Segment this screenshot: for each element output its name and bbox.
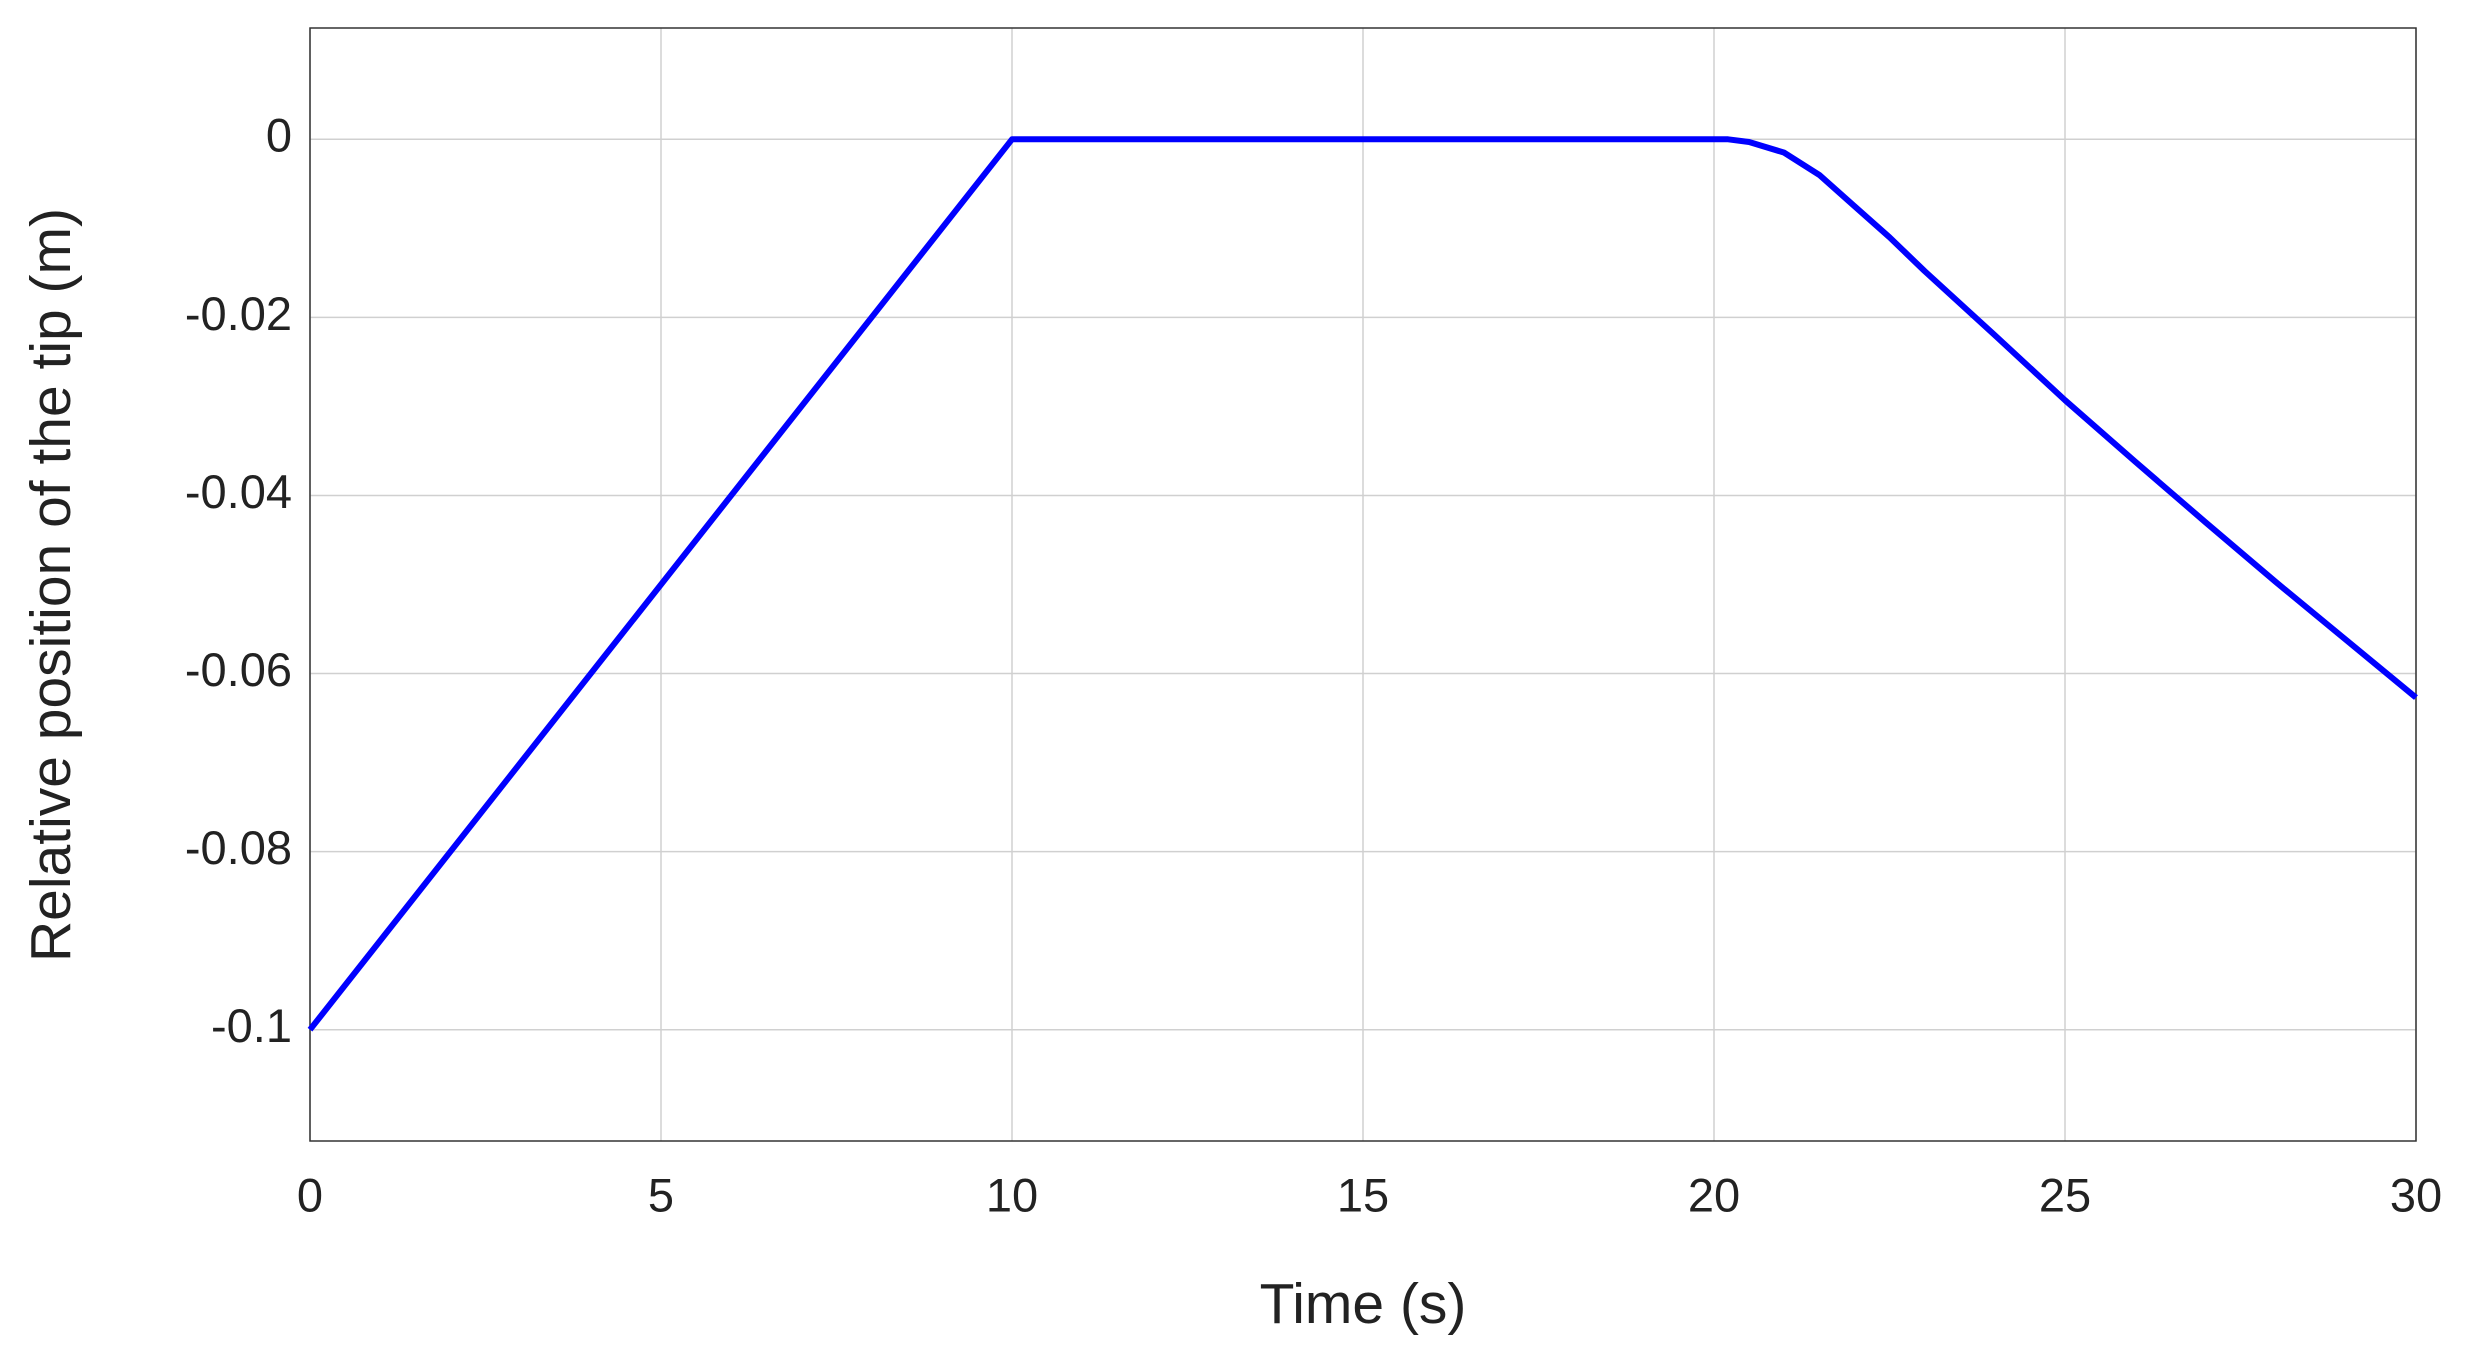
data-line: [307, 136, 2418, 1032]
x-tick-label: 30: [2390, 1168, 2442, 1221]
y-tick-label: -0.02: [185, 287, 292, 340]
y-tick-label: -0.06: [185, 643, 292, 696]
x-tick-label: 10: [986, 1168, 1038, 1221]
x-tick-label: 5: [648, 1168, 674, 1221]
plot-frame: [309, 27, 2417, 1142]
y-axis-label: Relative position of the tip (m): [19, 208, 83, 962]
y-tick-label: -0.08: [185, 821, 292, 874]
y-tick-label: -0.04: [185, 465, 292, 518]
y-tick-label: -0.1: [211, 999, 292, 1052]
y-tick-label: 0: [266, 109, 292, 162]
x-tick-label: 0: [297, 1168, 323, 1221]
x-axis-label: Time (s): [1260, 1272, 1467, 1336]
x-tick-label: 15: [1337, 1168, 1389, 1221]
x-tick-label: 20: [1688, 1168, 1740, 1221]
x-tick-label: 25: [2039, 1168, 2091, 1221]
